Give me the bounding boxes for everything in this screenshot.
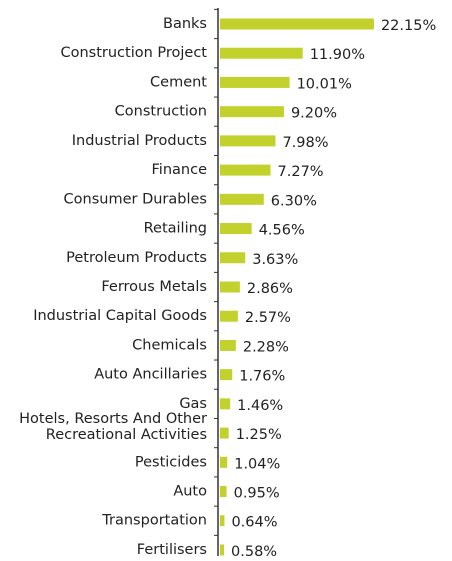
category-label-line: Construction: [115, 104, 207, 120]
category-label-line: Consumer Durables: [64, 191, 207, 207]
bar: [220, 252, 246, 264]
bar: [220, 18, 374, 30]
category-label-line: Hotels, Resorts And Other: [19, 411, 207, 427]
category-label: Fertilisers: [137, 542, 207, 558]
bar: [220, 339, 236, 351]
value-label: 7.27%: [278, 164, 324, 180]
category-label: Ferrous Metals: [101, 279, 207, 295]
bar: [220, 369, 233, 381]
value-label: 0.95%: [234, 486, 280, 502]
category-label-line: Industrial Products: [72, 133, 207, 149]
value-label: 2.28%: [243, 339, 289, 355]
category-label: Chemicals: [132, 337, 207, 353]
category-label-line: Chemicals: [132, 337, 207, 353]
category-label: Industrial Capital Goods: [33, 308, 207, 324]
bar: [220, 223, 252, 235]
bar: [220, 135, 276, 147]
category-label: Transportation: [101, 513, 207, 529]
category-label: Construction Project: [60, 45, 207, 61]
value-label: 11.90%: [310, 47, 365, 63]
bar: [220, 310, 238, 322]
category-label: Auto: [173, 484, 207, 500]
value-label: 10.01%: [297, 76, 352, 92]
category-label: Auto Ancillaries: [94, 367, 207, 383]
category-label-line: Auto: [173, 484, 207, 500]
value-label: 9.20%: [291, 106, 337, 122]
value-label: 1.76%: [239, 369, 285, 385]
bar: [220, 427, 229, 439]
bar: [220, 193, 264, 205]
category-label: Banks: [163, 16, 207, 32]
category-label-line: Pesticides: [135, 454, 207, 470]
category-label-line: Ferrous Metals: [101, 279, 207, 295]
category-label: Petroleum Products: [66, 250, 207, 266]
category-label-line: Construction Project: [60, 45, 207, 61]
category-label-line: Fertilisers: [137, 542, 207, 558]
value-label: 2.57%: [245, 310, 291, 326]
value-label: 1.46%: [237, 398, 283, 414]
bar: [220, 281, 240, 293]
category-label-line: Retailing: [144, 221, 207, 237]
bar: [220, 456, 228, 468]
bar: [220, 47, 303, 59]
category-label: Cement: [150, 74, 207, 90]
value-label: 6.30%: [271, 193, 317, 209]
category-label-line: Gas: [179, 396, 207, 412]
category-label-line: Recreational Activities: [46, 427, 207, 443]
category-label: Construction: [115, 104, 207, 120]
category-label-line: Banks: [163, 16, 207, 32]
bar: [220, 164, 271, 176]
value-label: 2.86%: [247, 281, 293, 297]
category-label: Gas: [179, 396, 207, 412]
category-label-line: Auto Ancillaries: [94, 367, 207, 383]
value-label: 22.15%: [381, 18, 436, 34]
value-label: 1.04%: [234, 456, 280, 472]
value-label: 7.98%: [282, 135, 328, 151]
value-label: 1.25%: [236, 427, 282, 443]
bar: [220, 398, 231, 410]
value-label: 0.58%: [231, 544, 277, 560]
category-label-line: Cement: [150, 74, 207, 90]
bar: [220, 486, 227, 498]
category-label: Finance: [152, 162, 208, 178]
category-label: Consumer Durables: [64, 191, 207, 207]
bar: [220, 515, 225, 527]
category-label: Industrial Products: [72, 133, 207, 149]
category-label-line: Petroleum Products: [66, 250, 207, 266]
category-label: Retailing: [144, 221, 207, 237]
bar: [220, 544, 225, 556]
value-label: 4.56%: [259, 223, 305, 239]
value-label: 3.63%: [252, 252, 298, 268]
bar: [220, 106, 284, 118]
value-label: 0.64%: [231, 515, 277, 531]
category-label-line: Finance: [152, 162, 208, 178]
category-label: Hotels, Resorts And Other Recreational Ac…: [19, 411, 207, 443]
category-label: Pesticides: [135, 454, 207, 470]
category-label-line: Transportation: [101, 513, 207, 529]
category-label-line: Industrial Capital Goods: [33, 308, 207, 324]
bar: [220, 76, 290, 88]
